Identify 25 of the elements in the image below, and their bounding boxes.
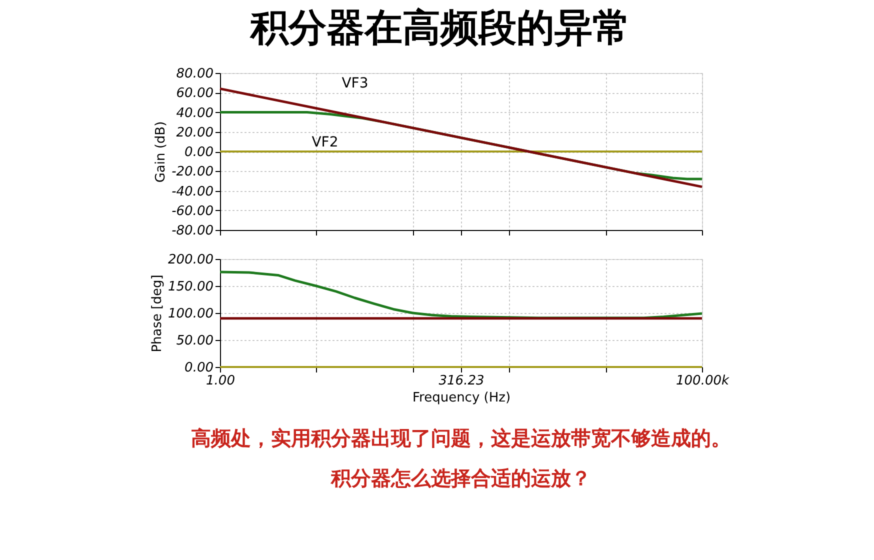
x-axis-title: Frequency (Hz) [412, 390, 511, 406]
y-tick-label: 60.00 [176, 86, 214, 102]
chart-title: 积分器在高频段的异常 [250, 4, 631, 50]
y-tick-label: 0.00 [184, 145, 214, 160]
y-tick-label: 80.00 [176, 66, 214, 82]
y-tick-label: 0.00 [184, 360, 214, 376]
x-tick-label: 100.00k [676, 374, 730, 388]
y-tick-label: 40.00 [176, 106, 214, 121]
text: 积分器怎么选择合适的运放？ [330, 466, 591, 490]
y-tick-label: -60.00 [172, 204, 214, 219]
series-label: VF2 [312, 134, 338, 150]
y-axis-title: Phase [deg] [150, 274, 166, 352]
y-tick-label: 150.00 [168, 280, 214, 294]
y-tick-label: -80.00 [172, 224, 214, 238]
series-label: VF3 [342, 76, 368, 92]
y-tick-label: -20.00 [172, 164, 214, 180]
y-tick-label: 20.00 [176, 125, 214, 140]
y-axis-title: Gain (dB) [154, 121, 169, 183]
y-tick-label: -40.00 [172, 184, 214, 200]
text: 高频处，实用积分器出现了问题，这是运放带宽不够造成的。 [191, 426, 731, 450]
x-tick-label: 1.00 [206, 374, 235, 388]
x-tick-label: 316.23 [438, 374, 484, 388]
y-tick-label: 50.00 [176, 334, 214, 348]
y-tick-label: 200.00 [168, 252, 214, 268]
y-tick-label: 100.00 [168, 306, 214, 322]
